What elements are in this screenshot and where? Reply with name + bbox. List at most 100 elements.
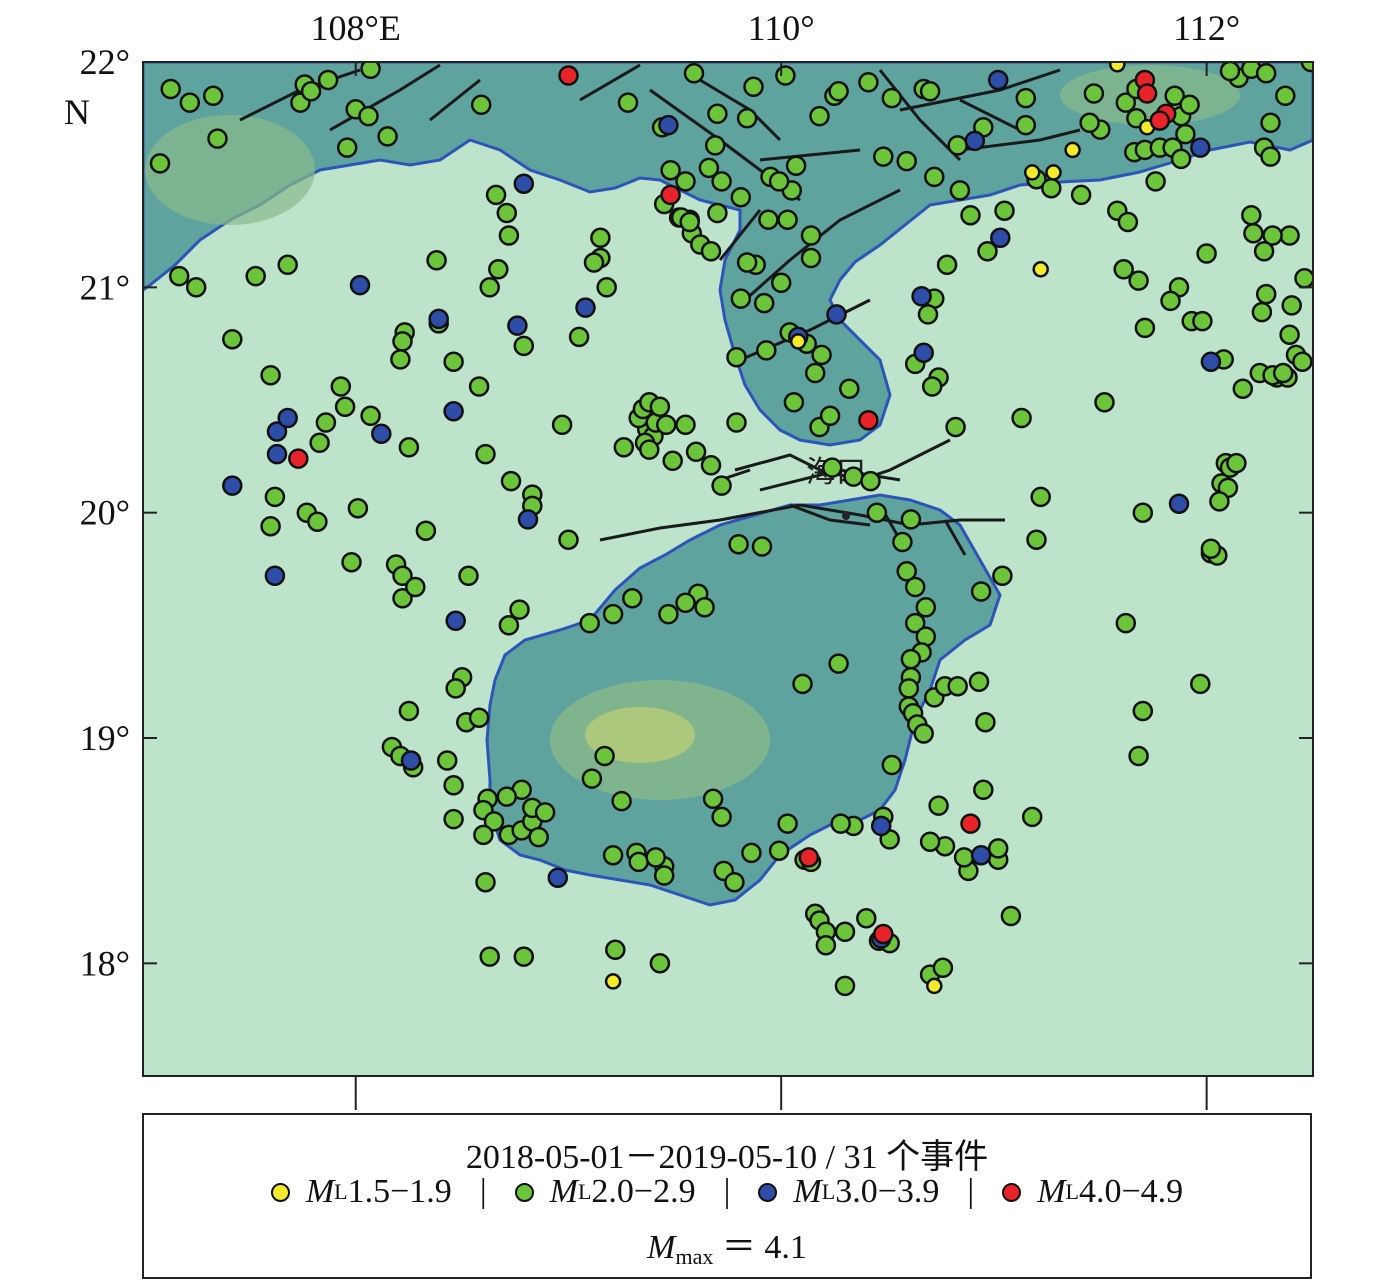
event-ml-2: [341, 551, 362, 573]
event-ml-3: [222, 475, 243, 496]
event-ml-2: [202, 85, 224, 107]
event-ml-2: [358, 105, 379, 127]
event-ml-2: [881, 754, 903, 776]
event-ml-2: [317, 69, 339, 91]
legend-range: 2.0−2.9: [591, 1173, 696, 1210]
event-ml-2: [1292, 351, 1313, 372]
event-ml-3: [970, 844, 992, 866]
event-ml-2: [736, 108, 758, 129]
event-ml-2: [932, 957, 954, 979]
legend-dot-icon: [1002, 1182, 1022, 1202]
event-ml-2: [658, 603, 679, 625]
legend-magnitude-symbol: M: [793, 1173, 822, 1210]
event-ml-2: [917, 304, 939, 325]
event-ml-2: [828, 81, 849, 102]
event-ml-2: [736, 252, 758, 273]
event-ml-2: [1255, 283, 1277, 305]
legend-dot-icon: [270, 1182, 290, 1202]
event-ml-2: [470, 94, 492, 116]
event-ml-2: [702, 788, 724, 810]
event-ml-2: [900, 648, 922, 670]
event-ml-2: [726, 412, 747, 433]
event-ml-2: [975, 711, 996, 733]
event-ml-2: [500, 470, 522, 492]
event-ml-2: [277, 254, 298, 276]
event-ml-2: [1275, 85, 1296, 107]
event-ml-2: [649, 953, 671, 974]
event-ml-2: [1226, 452, 1247, 474]
event-ml-2: [928, 795, 949, 816]
event-ml-2: [1294, 268, 1313, 289]
event-ml-4: [288, 448, 309, 469]
event-ml-2: [653, 865, 675, 886]
event-ml-2: [1132, 502, 1154, 523]
event-ml-2: [770, 272, 792, 294]
mainland-highland-west: [145, 115, 315, 225]
event-ml-2: [660, 159, 681, 181]
legend-range: 3.0−3.9: [835, 1173, 940, 1210]
legend-magnitude-subscript: L: [334, 1179, 348, 1204]
event-ml-2: [783, 392, 805, 413]
mainland-land: [143, 62, 1313, 447]
event-ml-2: [1209, 491, 1230, 512]
event-ml-2: [1000, 905, 1022, 927]
event-ml-2: [398, 700, 420, 722]
event-ml-3: [507, 315, 528, 336]
event-ml-2: [968, 671, 990, 692]
event-ml-2: [960, 204, 981, 226]
legend-item: M L 3.0−3.9: [758, 1173, 939, 1211]
event-ml-2: [834, 975, 856, 997]
event-ml-2: [245, 265, 266, 287]
event-ml-2: [360, 62, 381, 80]
event-ml-1: [1064, 141, 1081, 159]
event-ml-2: [953, 847, 975, 868]
event-ml-2: [496, 202, 518, 224]
event-ml-2: [579, 612, 600, 634]
event-ml-2: [898, 678, 920, 699]
event-ml-3: [913, 342, 934, 363]
event-ml-2: [768, 171, 790, 192]
event-ml-2: [768, 840, 790, 861]
event-ml-2: [675, 414, 696, 436]
event-ml-3: [1200, 351, 1222, 372]
event-ml-2: [1300, 62, 1313, 73]
event-ml-2: [1192, 310, 1213, 332]
event-ml-3: [264, 565, 286, 587]
event-ml-2: [551, 414, 573, 436]
haikou-city-dot: [842, 512, 850, 520]
event-ml-2: [1094, 392, 1115, 413]
event-ml-2: [896, 561, 917, 582]
event-ml-1: [1109, 62, 1126, 73]
event-ml-2: [945, 416, 966, 438]
event-ml-2: [347, 497, 369, 519]
event-ml-2: [260, 515, 281, 537]
event-ml-2: [711, 171, 732, 192]
event-ml-2: [921, 376, 943, 397]
event-ml-2: [1145, 171, 1166, 192]
event-ml-3: [266, 443, 288, 465]
earthquake-events: [149, 62, 1313, 997]
event-ml-3: [987, 69, 1009, 91]
event-ml-2: [1219, 62, 1241, 82]
event-ml-2: [498, 225, 520, 246]
event-ml-2: [360, 405, 381, 427]
event-ml-2: [1079, 112, 1100, 134]
legend-magnitude-symbol: M: [1037, 1173, 1066, 1210]
event-ml-2: [1160, 290, 1181, 312]
event-ml-2: [977, 241, 998, 262]
event-ml-2: [860, 470, 881, 492]
event-ml-2: [649, 396, 671, 418]
event-ml-2: [179, 92, 201, 113]
event-ml-2: [1134, 317, 1156, 339]
event-ml-2: [443, 775, 464, 796]
event-ml-2: [1021, 806, 1043, 828]
event-ml-2: [1179, 94, 1200, 116]
event-ml-2: [309, 432, 330, 454]
event-ml-2: [694, 597, 715, 618]
event-ml-2: [743, 76, 764, 98]
event-ml-2: [856, 908, 877, 929]
event-ml-2: [1030, 486, 1051, 508]
event-ml-2: [390, 349, 411, 370]
event-ml-3: [826, 304, 847, 325]
